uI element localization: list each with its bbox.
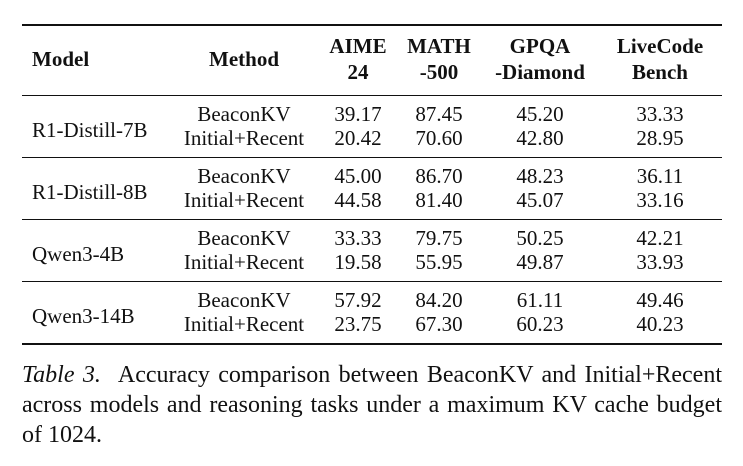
header-math-line2: -500 <box>419 60 459 84</box>
results-table: Model Method AIME 24 MATH -500 GPQA -Dia… <box>22 24 722 345</box>
aime-cell: 23.75 <box>334 312 382 336</box>
table-row: Initial+Recent 20.42 70.60 42.80 28.95 <box>22 126 722 158</box>
header-math: MATH -500 <box>396 25 482 96</box>
header-aime-line2: 24 <box>347 60 369 84</box>
gpqa-cell: 45.20 <box>516 102 564 126</box>
gpqa-cell: 49.87 <box>516 250 564 274</box>
gpqa-cell: 61.11 <box>516 288 564 312</box>
math-cell: 84.20 <box>415 288 463 312</box>
table-group-r1-distill-7b: R1-Distill-7B BeaconKV 39.17 87.45 45.20… <box>22 96 722 158</box>
math-cell: 67.30 <box>415 312 463 336</box>
math-cell: 81.40 <box>415 188 463 212</box>
header-method: Method <box>209 47 279 71</box>
table-group-r1-distill-8b: R1-Distill-8B BeaconKV 45.00 86.70 48.23… <box>22 158 722 220</box>
math-cell: 86.70 <box>415 164 463 188</box>
livecode-cell: 33.93 <box>636 250 684 274</box>
aime-cell: 57.92 <box>334 288 382 312</box>
results-table-container: Model Method AIME 24 MATH -500 GPQA -Dia… <box>22 24 722 345</box>
header-aime: AIME 24 <box>320 25 396 96</box>
table-row: R1-Distill-7B BeaconKV 39.17 87.45 45.20… <box>22 96 722 141</box>
method-cell: Initial+Recent <box>183 126 305 150</box>
header-livecode-line2: Bench <box>631 60 688 84</box>
header-model: Model <box>32 47 90 71</box>
header-aime-line1: AIME <box>329 34 387 58</box>
table-row: Qwen3-4B BeaconKV 33.33 79.75 50.25 42.2… <box>22 220 722 265</box>
livecode-cell: 49.46 <box>636 288 684 312</box>
aime-cell: 33.33 <box>334 226 382 250</box>
method-cell: BeaconKV <box>197 288 291 312</box>
header-gpqa-line1: GPQA <box>509 34 571 58</box>
table-row: Initial+Recent 44.58 81.40 45.07 33.16 <box>22 188 722 220</box>
table-row: Initial+Recent 19.58 55.95 49.87 33.93 <box>22 250 722 282</box>
table-row: Qwen3-14B BeaconKV 57.92 84.20 61.11 49.… <box>22 282 722 327</box>
method-cell: BeaconKV <box>197 226 291 250</box>
method-cell: Initial+Recent <box>183 250 305 274</box>
math-cell: 55.95 <box>415 250 463 274</box>
table-row: Initial+Recent 23.75 67.30 60.23 40.23 <box>22 312 722 344</box>
gpqa-cell: 50.25 <box>516 226 564 250</box>
livecode-cell: 28.95 <box>636 126 684 150</box>
table-header: Model Method AIME 24 MATH -500 GPQA -Dia… <box>22 25 722 96</box>
header-livecode-line1: LiveCode <box>616 34 704 58</box>
header-math-line1: MATH <box>407 34 471 58</box>
math-cell: 70.60 <box>415 126 463 150</box>
method-cell: Initial+Recent <box>183 312 305 336</box>
gpqa-cell: 60.23 <box>516 312 564 336</box>
aime-cell: 19.58 <box>334 250 382 274</box>
livecode-cell: 42.21 <box>636 226 684 250</box>
model-cell: Qwen3-14B <box>32 303 135 328</box>
table-caption: Table 3. Accuracy comparison between Bea… <box>22 360 722 450</box>
caption-text: Accuracy comparison between BeaconKV and… <box>22 362 722 448</box>
math-cell: 87.45 <box>415 102 463 126</box>
livecode-cell: 33.33 <box>636 102 684 126</box>
livecode-cell: 36.11 <box>636 164 684 188</box>
gpqa-cell: 42.80 <box>516 126 564 150</box>
aime-cell: 39.17 <box>334 102 382 126</box>
table-row: R1-Distill-8B BeaconKV 45.00 86.70 48.23… <box>22 158 722 203</box>
aime-cell: 45.00 <box>334 164 382 188</box>
gpqa-cell: 45.07 <box>516 188 564 212</box>
aime-cell: 44.58 <box>334 188 382 212</box>
model-cell: Qwen3-4B <box>32 241 125 266</box>
table-group-qwen3-4b: Qwen3-4B BeaconKV 33.33 79.75 50.25 42.2… <box>22 220 722 282</box>
model-cell: R1-Distill-8B <box>32 179 148 204</box>
table-group-qwen3-14b: Qwen3-14B BeaconKV 57.92 84.20 61.11 49.… <box>22 282 722 344</box>
method-cell: BeaconKV <box>197 102 291 126</box>
method-cell: Initial+Recent <box>183 188 305 212</box>
header-gpqa-line2: -Diamond <box>495 60 585 84</box>
livecode-cell: 40.23 <box>636 312 684 336</box>
math-cell: 79.75 <box>415 226 463 250</box>
livecode-cell: 33.16 <box>636 188 684 212</box>
method-cell: BeaconKV <box>197 164 291 188</box>
header-gpqa: GPQA -Diamond <box>482 25 598 96</box>
header-livecode: LiveCode Bench <box>598 25 722 96</box>
model-cell: R1-Distill-7B <box>32 117 148 142</box>
gpqa-cell: 48.23 <box>516 164 564 188</box>
caption-label: Table 3. <box>22 362 101 388</box>
aime-cell: 20.42 <box>334 126 382 150</box>
